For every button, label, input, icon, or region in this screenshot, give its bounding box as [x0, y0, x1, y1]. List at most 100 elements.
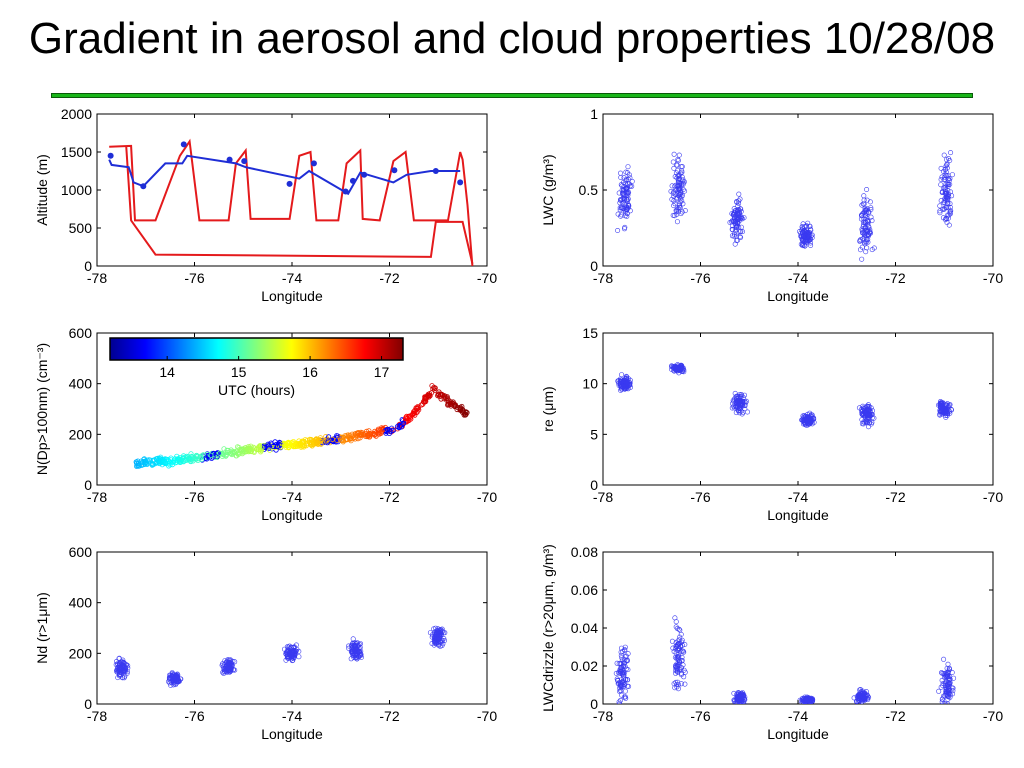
scatter-point: [623, 197, 629, 203]
x-tick-label: -72: [379, 270, 399, 286]
scatter-point: [223, 666, 229, 672]
scatter-point: [939, 696, 945, 702]
scatter-point: [869, 408, 875, 414]
cloud-point: [310, 160, 317, 167]
scatter-point: [623, 176, 629, 182]
scatter-point: [677, 185, 683, 191]
plot-frame: [602, 551, 994, 705]
scatter-point: [862, 224, 868, 230]
scatter-point: [169, 673, 175, 679]
scatter-point: [673, 162, 679, 168]
x-axis-label: Longitude: [767, 507, 829, 523]
y-tick-label: 0: [84, 477, 92, 493]
scatter-point: [625, 651, 631, 657]
scatter-point: [676, 152, 682, 158]
y-axis-label: N(Dp>100nm) (cm⁻³): [34, 343, 50, 475]
scatter-point: [198, 453, 204, 459]
cloud-point: [241, 158, 248, 165]
cloud-point: [286, 180, 293, 187]
scatter-point: [797, 229, 803, 235]
x-tick-label: -70: [983, 270, 1003, 286]
scatter-point: [170, 678, 176, 684]
scatter-point: [172, 456, 178, 462]
scatter-point: [350, 636, 356, 642]
scatter-point: [444, 397, 450, 403]
scatter-point: [739, 392, 745, 398]
y-tick-label: 15: [582, 325, 598, 341]
scatter-point: [937, 402, 943, 408]
x-tick-label: -78: [593, 489, 613, 505]
x-tick-label: -70: [477, 489, 497, 505]
scatter-point: [166, 463, 172, 469]
y-tick-label: 2000: [61, 106, 92, 122]
scatter-point: [618, 213, 624, 219]
scatter-point: [863, 208, 869, 214]
scatter-point: [944, 665, 950, 671]
scatter-point: [859, 256, 865, 262]
scatter-point: [733, 398, 739, 404]
scatter-point: [737, 196, 743, 202]
scatter-point: [616, 190, 622, 196]
scatter-point: [334, 433, 340, 439]
x-tick-label: -74: [282, 270, 302, 286]
scatter-point: [946, 677, 952, 683]
scatter-point: [267, 447, 273, 453]
scatter-point: [674, 367, 680, 373]
scatter-point: [403, 419, 409, 425]
x-tick-label: -72: [379, 489, 399, 505]
scatter-point: [621, 179, 627, 185]
scatter-point: [673, 619, 679, 625]
scatter-point: [671, 681, 677, 687]
scatter-point: [385, 426, 391, 432]
y-tick-label: 0.06: [571, 582, 598, 598]
scatter-point: [619, 386, 625, 392]
y-tick-label: 0: [84, 258, 92, 274]
scatter-point: [675, 205, 681, 211]
scatter-point: [864, 187, 870, 193]
scatter-point: [180, 455, 186, 461]
scatter-point: [286, 440, 293, 446]
scatter-point: [736, 407, 742, 413]
scatter-point: [258, 447, 264, 454]
scatter-point: [446, 401, 452, 407]
scatter-point: [678, 195, 684, 201]
scatter-point: [945, 188, 951, 194]
scatter-point: [741, 696, 747, 702]
y-tick-label: 0.5: [579, 182, 599, 198]
scatter-point: [937, 210, 943, 216]
scatter-point: [314, 438, 320, 444]
scatter-point: [858, 695, 864, 701]
scatter-point: [429, 634, 435, 640]
scatter-point: [804, 422, 810, 428]
scatter-point: [939, 189, 945, 195]
y-tick-label: 200: [69, 426, 93, 442]
scatter-point: [433, 625, 439, 631]
scatter-point: [681, 179, 687, 185]
flight-track-line-0: [109, 138, 474, 266]
scatter-point: [811, 415, 817, 421]
scatter-point: [622, 694, 628, 700]
scatter-point: [866, 230, 872, 236]
y-tick-label: 0.04: [571, 620, 598, 636]
scatter-point: [806, 697, 812, 703]
scatter-point: [733, 224, 739, 230]
scatter-point: [675, 679, 681, 685]
scatter-point: [426, 391, 433, 397]
scatter-point: [673, 182, 679, 188]
scatter-point: [141, 459, 147, 465]
data-layer: [113, 625, 448, 688]
scatter-point: [860, 693, 866, 699]
scatter-point: [420, 399, 427, 405]
scatter-point: [618, 660, 624, 666]
scatter-point: [238, 446, 244, 453]
x-tick-label: -72: [885, 708, 905, 724]
scatter-point: [857, 238, 863, 244]
scatter-point: [228, 664, 234, 670]
x-tick-label: -74: [788, 708, 808, 724]
colorbar-tick-label: 15: [231, 364, 247, 380]
scatter-point: [624, 187, 630, 193]
scatter-point: [622, 644, 628, 650]
scatter-point: [871, 245, 877, 251]
scatter-point: [860, 405, 866, 411]
scatter-point: [944, 161, 950, 167]
